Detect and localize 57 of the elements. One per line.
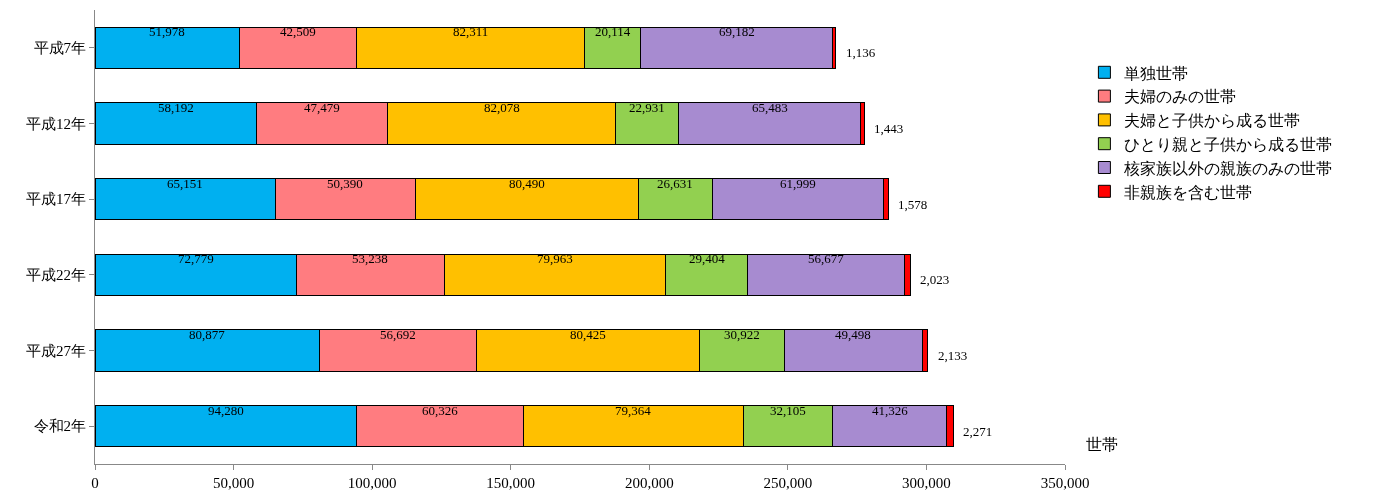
x-tick-label: 350,000 (1040, 475, 1090, 491)
data-label: 20,114 (595, 24, 631, 39)
text: 世帯 (1086, 436, 1118, 453)
legend-label: ひとり親と子供から成る世帯 (1124, 135, 1333, 153)
data-label: 41,326 (872, 403, 909, 418)
data-label: 80,877 (189, 327, 226, 342)
data-label: 1,578 (898, 197, 928, 212)
x-tick-label: 150,000 (486, 475, 536, 491)
y-tick-label: 平成17年 (26, 191, 86, 208)
data-label: 2,133 (938, 348, 968, 363)
data-label: 50,390 (327, 176, 363, 191)
data-label: 30,922 (724, 327, 760, 342)
data-label: 2,023 (920, 272, 950, 287)
data-label: 53,238 (352, 251, 388, 266)
data-label: 26,631 (657, 176, 693, 191)
y-tick-label: 平成22年 (26, 267, 86, 284)
data-label: 72,779 (178, 251, 214, 266)
data-label: 1,443 (874, 121, 904, 136)
data-label: 56,677 (808, 251, 845, 266)
data-label: 94,280 (208, 403, 244, 418)
data-label: 47,479 (304, 100, 340, 115)
y-tick-label: 平成7年 (33, 40, 86, 57)
data-label: 80,425 (570, 327, 606, 342)
data-label: 60,326 (422, 403, 459, 418)
x-tick-label: 100,000 (347, 475, 397, 491)
data-label: 65,151 (167, 176, 203, 191)
y-tick-label: 平成27年 (26, 342, 86, 359)
data-label: 58,192 (158, 100, 194, 115)
data-label: 80,490 (509, 176, 545, 191)
data-label: 29,404 (689, 251, 726, 266)
x-tick-label: 0 (91, 475, 99, 491)
data-label: 69,182 (719, 24, 755, 39)
data-label: 2,271 (963, 424, 993, 439)
data-label: 49,498 (835, 327, 871, 342)
x-tick-label: 50,000 (212, 475, 255, 491)
data-label: 42,509 (280, 24, 316, 39)
data-label: 79,963 (537, 251, 573, 266)
data-label: 1,136 (846, 45, 876, 60)
data-label: 61,999 (780, 176, 816, 191)
data-label: 79,364 (615, 403, 652, 418)
legend-label: 夫婦のみの世帯 (1124, 88, 1237, 106)
x-tick-label: 200,000 (624, 475, 674, 491)
legend-label: 非親族を含む世帯 (1124, 183, 1253, 201)
legend-label: 単独世帯 (1124, 64, 1189, 82)
y-tick-label: 令和2年 (33, 418, 86, 435)
data-label: 82,078 (484, 100, 520, 115)
data-label: 82,311 (453, 24, 489, 39)
legend-label: 夫婦と子供から成る世帯 (1124, 112, 1301, 130)
data-label: 56,692 (380, 327, 416, 342)
data-label: 32,105 (770, 403, 806, 418)
legend-label: 核家族以外の親族のみの世帯 (1123, 159, 1333, 177)
x-tick-label: 250,000 (763, 475, 813, 491)
data-label: 51,978 (149, 24, 185, 39)
y-tick-label: 平成12年 (26, 115, 86, 132)
data-label: 22,931 (629, 100, 665, 115)
data-label: 65,483 (752, 100, 788, 115)
x-tick-label: 300,000 (902, 475, 951, 491)
